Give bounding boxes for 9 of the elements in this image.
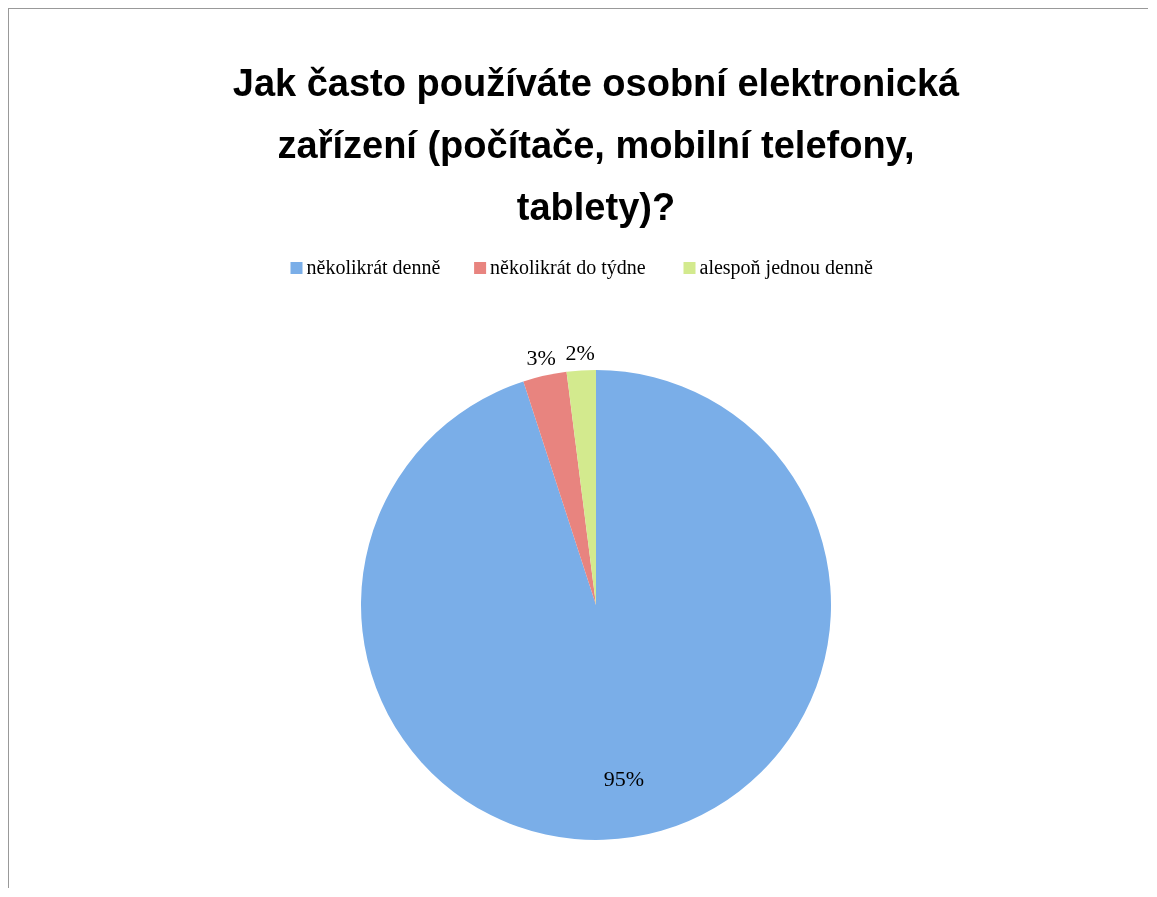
pie-slice — [523, 371, 596, 605]
legend-label: několikrát denně — [306, 256, 441, 278]
data-label: 3% — [526, 345, 556, 371]
data-label: 2% — [565, 339, 595, 365]
legend-label: alespoň jednou denně — [699, 256, 873, 279]
legend-label: několikrát do týdne — [490, 256, 646, 279]
data-label: 95% — [603, 766, 645, 792]
chart-title: Jak často používáte osobní elektronická zařízení (počítače, mobilní telefony, tablety)? — [232, 62, 961, 228]
pie-slice — [361, 370, 831, 840]
